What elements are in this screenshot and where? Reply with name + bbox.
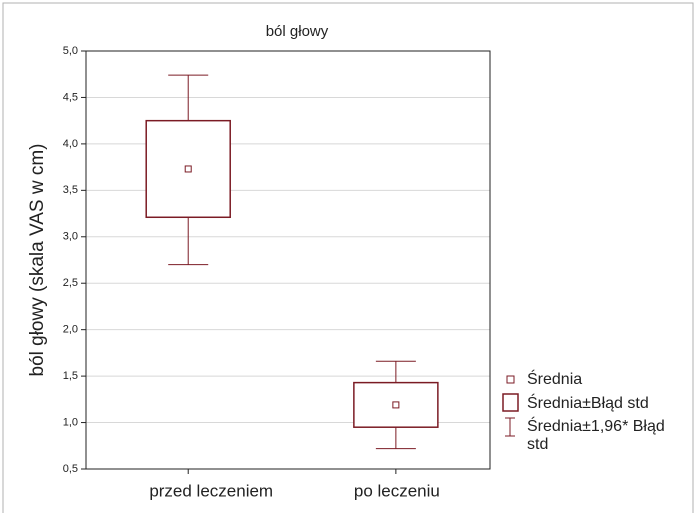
y-tick-label: 4,0 xyxy=(63,138,78,150)
y-tick-label: 4,5 xyxy=(63,91,78,103)
legend-mean: Średnia xyxy=(527,371,583,388)
legend-whisker: Średnia±1,96* Błąd std xyxy=(527,418,665,453)
y-tick-label: 3,0 xyxy=(63,231,78,243)
y-tick-label: 2,0 xyxy=(63,324,78,336)
y-tick-label: 3,5 xyxy=(63,184,78,196)
mean-marker xyxy=(184,165,192,173)
legend-icon-box xyxy=(502,393,519,412)
legend-box: Średnia±Błąd std xyxy=(527,395,649,412)
x-tick-label: przed leczeniem xyxy=(149,481,273,500)
y-tick-label: 0,5 xyxy=(63,463,78,475)
y-tick-label: 5,0 xyxy=(63,45,78,57)
y-tick-label: 1,0 xyxy=(63,416,78,428)
y-axis-label: ból głowy (skala VAS w cm) xyxy=(27,144,48,377)
legend-icon-mean xyxy=(506,375,515,384)
plot-area xyxy=(85,50,491,470)
mean-marker xyxy=(392,401,400,409)
y-tick-label: 2,5 xyxy=(63,277,78,289)
x-tick-label: po leczeniu xyxy=(354,481,440,500)
y-tick-label: 1,5 xyxy=(63,370,78,382)
chart-title: ból głowy xyxy=(266,23,329,40)
